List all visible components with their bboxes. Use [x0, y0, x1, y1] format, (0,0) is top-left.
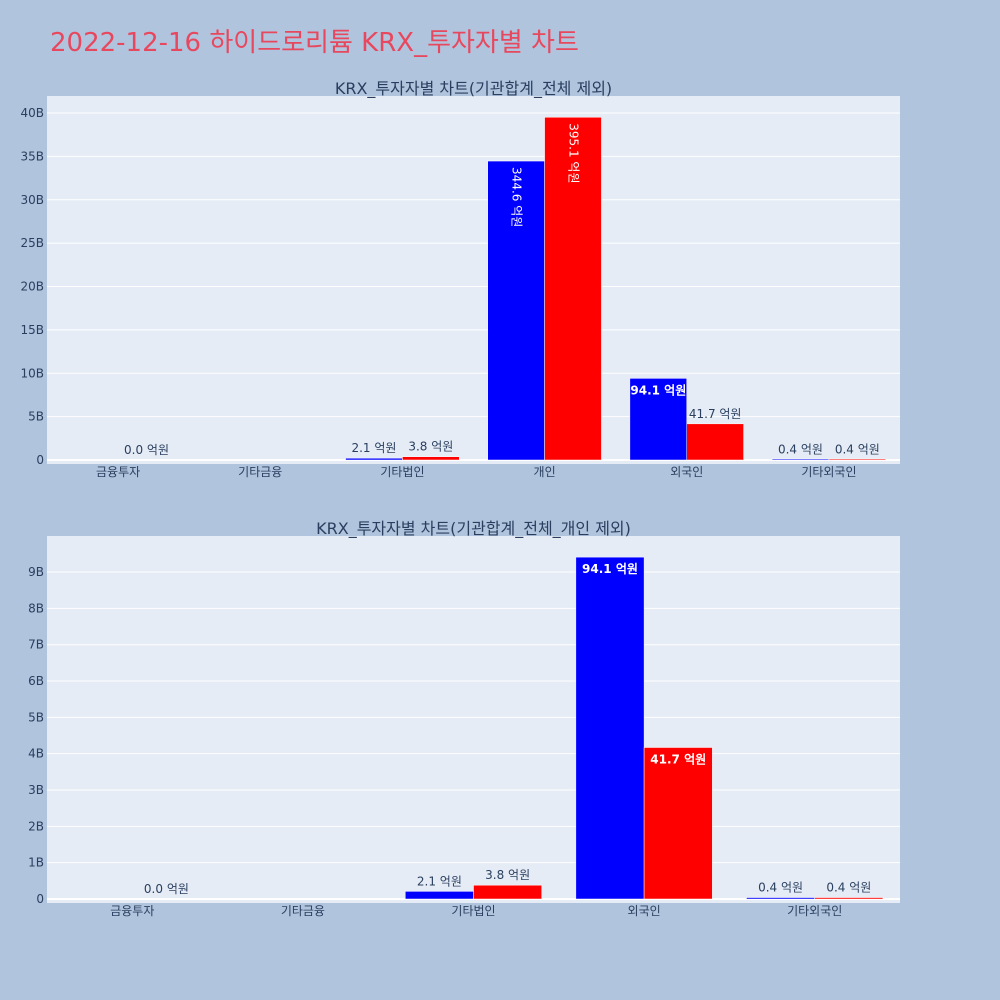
chart-title: KRX_투자자별 차트(기관합계_전체 제외): [335, 79, 612, 99]
bar: [544, 117, 602, 461]
bar: [473, 884, 542, 900]
bar: [643, 747, 713, 900]
x-tick-label: 외국인: [670, 465, 703, 479]
x-tick-label: 기타외국인: [787, 904, 842, 918]
plot-area: [47, 96, 900, 464]
data-label: 3.8 억원: [485, 868, 530, 882]
data-label: 41.7 억원: [650, 753, 706, 767]
bar: [487, 160, 545, 461]
x-tick-label: 기타법인: [451, 904, 495, 918]
x-tick-label: 기타금융: [281, 904, 325, 918]
y-tick-label: 25B: [20, 236, 44, 250]
y-tick-label: 3B: [28, 783, 44, 797]
y-tick-label: 1B: [28, 856, 44, 870]
data-label: 94.1 억원: [582, 562, 638, 576]
data-label: 0.0 억원: [124, 443, 169, 457]
page-title: 2022-12-16 하이드로리튬 KRX_투자자별 차트: [50, 28, 579, 58]
bar: [828, 458, 887, 461]
x-tick-label: 기타법인: [380, 465, 424, 479]
bar: [746, 897, 815, 900]
data-label: 2.1 억원: [417, 874, 462, 888]
y-tick-label: 20B: [20, 280, 44, 294]
x-tick-label: 외국인: [628, 904, 661, 918]
bar: [814, 897, 884, 900]
bar: [629, 378, 688, 461]
data-label: 0.4 억원: [778, 443, 823, 457]
chart-title: KRX_투자자별 차트(기관합계_전체_개인 제외): [316, 519, 631, 539]
y-tick-label: 5B: [28, 710, 44, 724]
data-label: 395.1 억원: [567, 123, 581, 183]
data-label: 41.7 억원: [689, 407, 742, 421]
bar: [575, 556, 645, 900]
data-label: 0.0 억원: [144, 882, 189, 896]
y-tick-label: 35B: [20, 149, 44, 163]
bar: [405, 891, 474, 900]
y-tick-label: 7B: [28, 638, 44, 652]
bar: [771, 458, 830, 461]
x-tick-label: 금융투자: [96, 465, 140, 479]
y-tick-label: 9B: [28, 565, 44, 579]
y-tick-label: 10B: [20, 366, 44, 380]
x-tick-label: 금융투자: [110, 904, 154, 918]
data-label: 0.4 억원: [758, 881, 803, 895]
data-label: 2.1 억원: [351, 441, 396, 455]
x-tick-label: 기타금융: [238, 465, 282, 479]
data-label: 0.4 억원: [826, 881, 871, 895]
bar: [686, 423, 744, 461]
y-tick-label: 4B: [28, 747, 44, 761]
y-tick-label: 2B: [28, 819, 44, 833]
y-tick-label: 8B: [28, 601, 44, 615]
x-tick-label: 개인: [534, 465, 556, 479]
y-tick-label: 0: [36, 892, 44, 906]
y-tick-label: 30B: [20, 193, 44, 207]
data-label: 3.8 억원: [408, 440, 453, 454]
data-label: 94.1 억원: [630, 383, 686, 397]
y-tick-label: 5B: [28, 410, 44, 424]
y-tick-label: 15B: [20, 323, 44, 337]
y-tick-label: 6B: [28, 674, 44, 688]
x-tick-label: 기타외국인: [801, 465, 856, 479]
data-label: 0.4 억원: [835, 443, 880, 457]
data-label: 344.6 억원: [510, 167, 524, 227]
bar: [345, 457, 403, 461]
plot-area: [47, 536, 900, 903]
y-tick-label: 0: [36, 453, 44, 467]
y-tick-label: 40B: [20, 106, 44, 120]
bar: [402, 456, 460, 461]
